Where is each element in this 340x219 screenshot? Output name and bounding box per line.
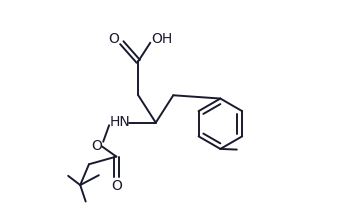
Text: O: O [92, 139, 103, 153]
Text: O: O [108, 32, 119, 46]
Text: OH: OH [152, 32, 173, 46]
Text: HN: HN [109, 115, 130, 129]
Text: O: O [111, 179, 122, 193]
